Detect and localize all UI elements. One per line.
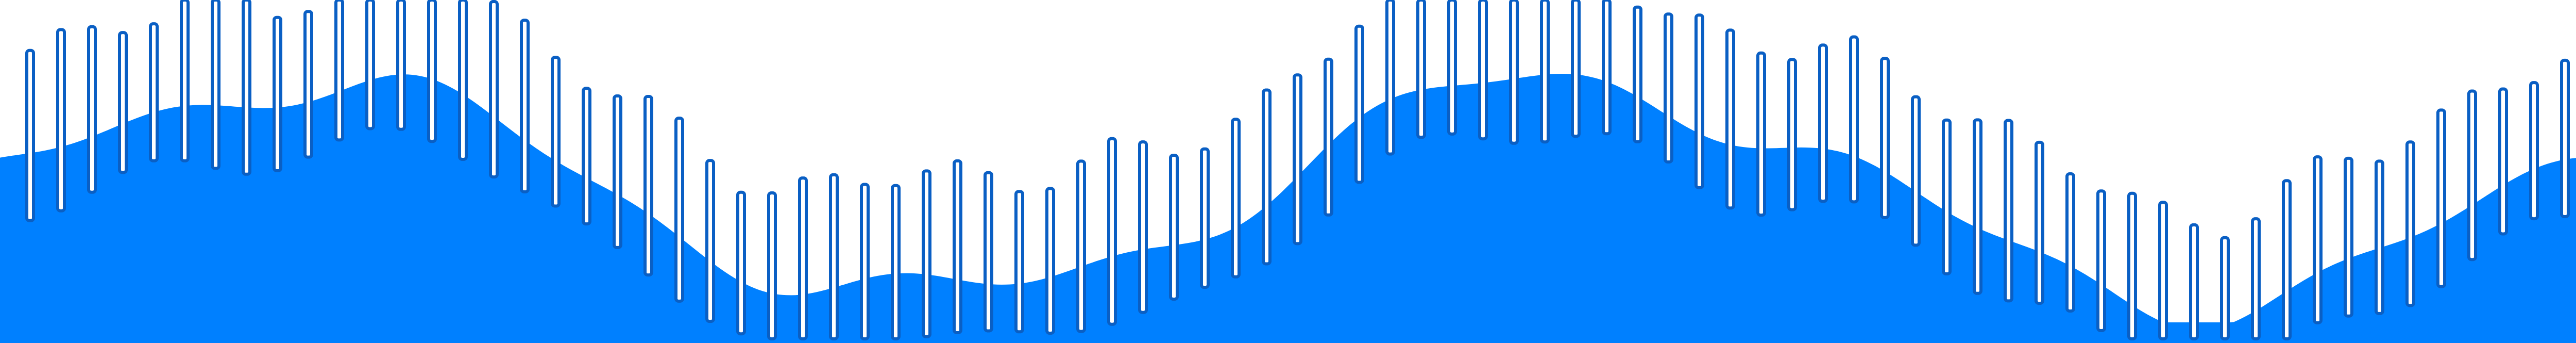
waveform-bar: [1942, 118, 1952, 275]
waveform-bar: [1231, 118, 1241, 279]
waveform-bar: [2560, 58, 2570, 219]
waveform-bar: [984, 171, 993, 333]
waveform-bar: [1911, 95, 1921, 247]
waveform-bar: [1973, 118, 1982, 295]
waveform-bar: [767, 191, 777, 340]
waveform-bar: [1138, 140, 1148, 314]
waveform-bar: [953, 159, 962, 334]
waveform-bar: [1664, 12, 1673, 164]
waveform-bar: [2035, 140, 2044, 305]
waveform-bar: [1293, 73, 1302, 246]
waveform-bar: [2344, 156, 2353, 318]
waveform-bar: [25, 48, 35, 222]
waveform-bar: [87, 25, 97, 194]
waveform-bar: [180, 0, 190, 162]
waveform-bar: [2189, 223, 2199, 340]
waveform-bar: [2251, 217, 2261, 340]
waveform-bar: [2127, 191, 2137, 340]
waveform-bar: [643, 95, 653, 277]
waveform-bar: [365, 0, 375, 130]
waveform-bar: [1540, 0, 1550, 144]
waveform-bar: [396, 0, 406, 131]
waveform-bar: [2065, 172, 2075, 313]
waveform-bar: [1818, 43, 1828, 203]
waveform-bar: [56, 28, 66, 213]
waveform-bar: [1509, 0, 1519, 145]
waveform-bar: [2096, 189, 2106, 332]
waveform-bar: [1324, 57, 1333, 217]
waveform-bar: [829, 173, 839, 340]
waveform-bar: [427, 0, 437, 143]
waveform-bar: [613, 94, 622, 249]
waveform-bar: [1014, 190, 1024, 334]
waveform-fill: [0, 74, 2576, 343]
waveform-bar: [458, 0, 468, 161]
waveform-bar: [489, 0, 499, 179]
waveform-bar: [1354, 24, 1364, 184]
waveform-bar: [211, 0, 221, 170]
waveform-bar: [1602, 0, 1612, 136]
waveform-bar: [520, 19, 530, 193]
waveform-bar: [1756, 51, 1766, 217]
waveform-bar: [705, 159, 715, 323]
waveform-bar: [149, 22, 159, 162]
waveform-bar: [551, 56, 561, 208]
waveform-bar: [1571, 0, 1581, 138]
waveform-bar: [2220, 236, 2230, 340]
waveform-bar: [334, 0, 344, 142]
waveform-bar: [1169, 154, 1179, 301]
waveform-bars: [25, 0, 2570, 340]
waveform-bar: [1385, 0, 1395, 156]
waveform-bar: [2405, 140, 2415, 307]
waveform-bar: [1478, 0, 1488, 141]
waveform-bar: [674, 117, 684, 303]
waveform-bar: [1262, 88, 1272, 266]
waveform-bar: [1200, 147, 1210, 289]
waveform-bar: [2436, 108, 2446, 288]
waveform-bar: [1633, 5, 1642, 143]
waveform-bar: [2375, 159, 2384, 315]
waveform-bar: [2158, 201, 2168, 340]
waveform-bar: [1045, 187, 1055, 335]
waveform-bar: [2498, 87, 2508, 236]
waveform-bar: [1694, 13, 1704, 189]
waveform-bar: [2004, 119, 2013, 303]
waveform-bar: [2282, 179, 2292, 340]
waveform-bar: [273, 15, 282, 172]
waveform-bar: [798, 176, 808, 340]
waveform-bar: [1416, 0, 1426, 139]
waveform-bar: [1880, 57, 1890, 219]
waveform-bar: [1076, 159, 1086, 333]
waveform-bar: [1447, 0, 1457, 136]
waveform-bar: [1787, 58, 1797, 211]
waveform-bar: [118, 31, 128, 174]
waveform-bar: [242, 0, 251, 176]
waveform-bar: [891, 184, 901, 340]
waveform-bar: [922, 169, 931, 338]
waveform-bar: [303, 10, 313, 159]
waveform-bar: [1725, 28, 1735, 210]
waveform-bar: [2467, 89, 2477, 262]
waveform-bar: [860, 183, 870, 340]
waveform-bar: [736, 190, 746, 336]
waveform-bar: [582, 87, 591, 226]
waveform-bar: [1849, 35, 1859, 204]
waveform-bar: [2529, 81, 2539, 221]
waveform-bar: [1107, 137, 1117, 326]
waveform-bar: [2313, 155, 2323, 324]
